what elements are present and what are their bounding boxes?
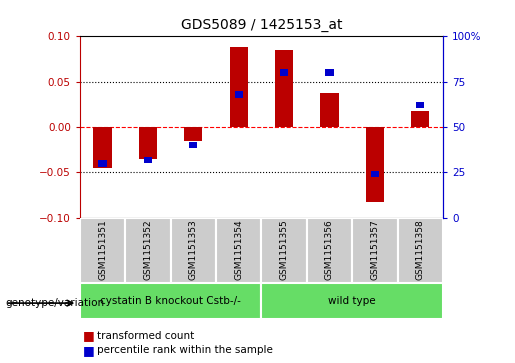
Text: GSM1151356: GSM1151356 <box>325 219 334 280</box>
Bar <box>170 218 216 283</box>
Title: GDS5089 / 1425153_at: GDS5089 / 1425153_at <box>181 19 342 33</box>
Text: cystatin B knockout Cstb-/-: cystatin B knockout Cstb-/- <box>100 296 241 306</box>
Text: GSM1151357: GSM1151357 <box>370 219 380 280</box>
Bar <box>398 218 443 283</box>
Bar <box>307 218 352 283</box>
Bar <box>261 218 307 283</box>
Bar <box>144 156 152 163</box>
Bar <box>139 127 157 159</box>
Text: percentile rank within the sample: percentile rank within the sample <box>97 345 273 355</box>
Text: genotype/variation: genotype/variation <box>5 298 104 308</box>
Bar <box>93 127 112 168</box>
Bar <box>275 50 293 127</box>
Bar <box>325 69 334 76</box>
Text: GSM1151352: GSM1151352 <box>143 219 152 280</box>
Text: ■: ■ <box>82 344 94 357</box>
Bar <box>416 102 424 109</box>
Bar <box>98 160 107 167</box>
Text: wild type: wild type <box>329 296 376 306</box>
Bar <box>80 218 125 283</box>
Text: GSM1151358: GSM1151358 <box>416 219 425 280</box>
Bar <box>189 142 197 148</box>
Bar <box>184 127 202 141</box>
Text: GSM1151355: GSM1151355 <box>280 219 288 280</box>
Bar <box>280 69 288 76</box>
Bar <box>261 283 443 319</box>
Bar <box>366 127 384 203</box>
Bar <box>352 218 398 283</box>
Text: ■: ■ <box>82 329 94 342</box>
Text: GSM1151353: GSM1151353 <box>189 219 198 280</box>
Bar <box>320 93 338 127</box>
Bar <box>411 111 430 127</box>
Bar <box>371 171 379 178</box>
Bar <box>125 218 170 283</box>
Text: transformed count: transformed count <box>97 331 194 341</box>
Bar <box>80 283 261 319</box>
Bar <box>230 47 248 127</box>
Text: GSM1151351: GSM1151351 <box>98 219 107 280</box>
Bar <box>216 218 261 283</box>
Bar <box>235 91 243 98</box>
Text: GSM1151354: GSM1151354 <box>234 219 243 280</box>
